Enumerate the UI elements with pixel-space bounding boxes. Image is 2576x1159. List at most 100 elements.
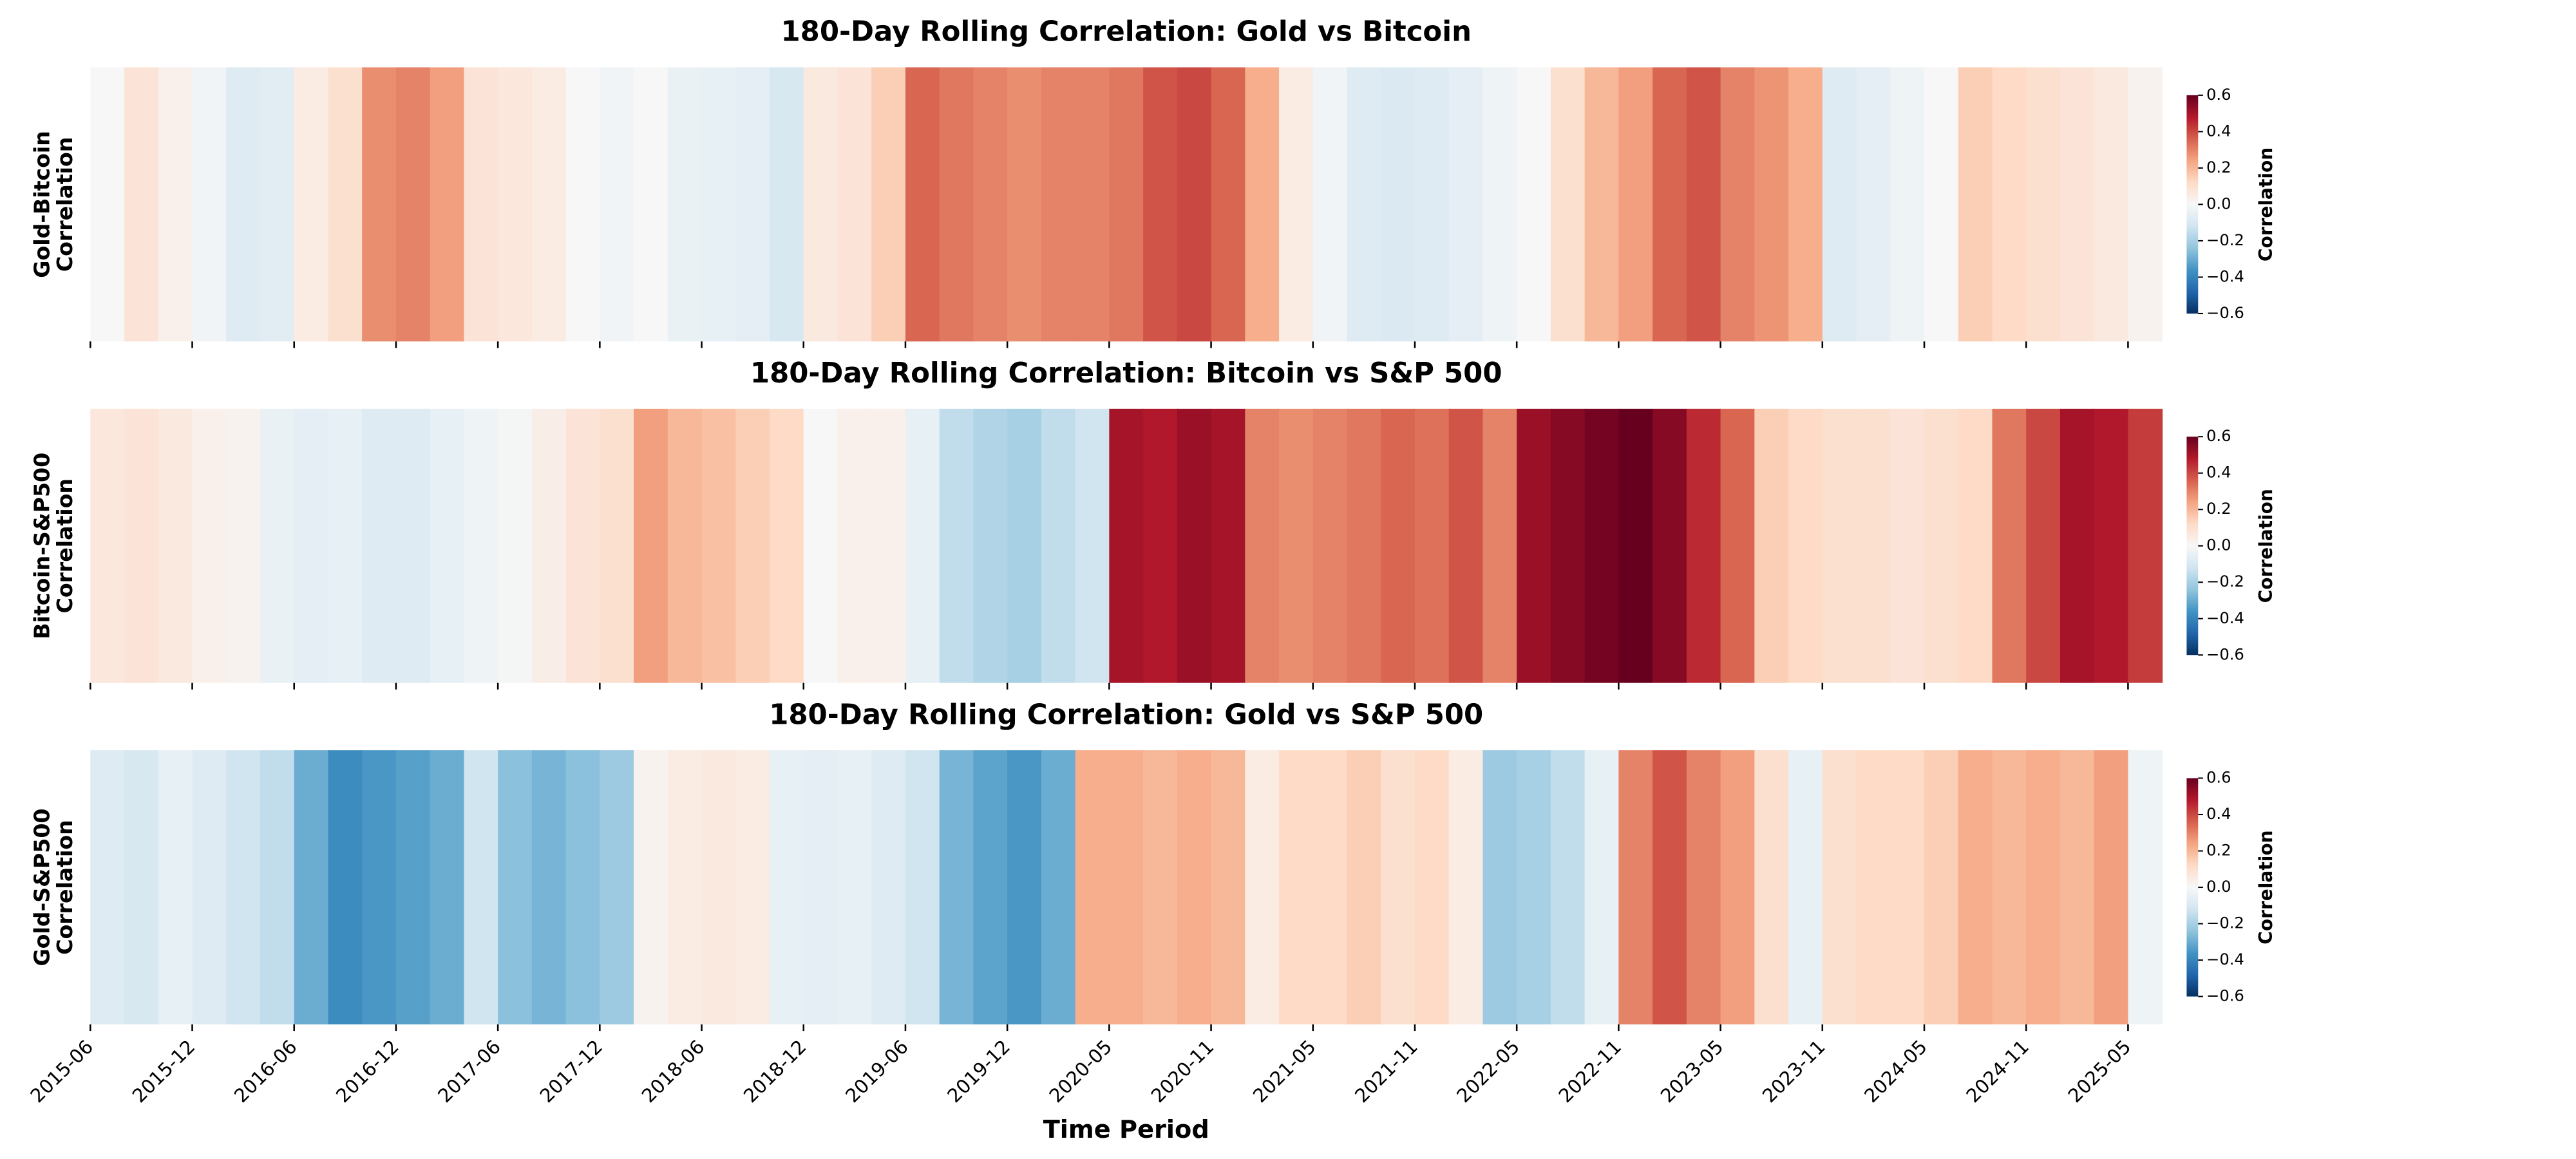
colorbar-tick-label: 0.6 — [2206, 427, 2231, 445]
heatmap-cell — [294, 750, 329, 1024]
colorbar-tick-label: 0.4 — [2206, 464, 2231, 482]
heatmap-cell — [905, 67, 940, 342]
heatmap-cell — [1347, 408, 1382, 683]
heatmap-cell — [1856, 67, 1891, 342]
heatmap-cell — [158, 408, 193, 683]
heatmap-cell — [294, 408, 329, 683]
x-tick-label: 2022-05 — [1452, 1035, 1524, 1107]
heatmap-cell — [871, 750, 906, 1024]
heatmap-cell — [803, 67, 838, 342]
heatmap-cell — [2026, 750, 2061, 1024]
heatmap-cell — [395, 408, 431, 683]
heatmap-cell — [1890, 408, 1926, 683]
colorbar-label: Correlation — [2255, 489, 2277, 603]
heatmap-cell — [735, 408, 771, 683]
heatmap-cell — [1924, 750, 1959, 1024]
heatmap-cell — [90, 408, 126, 683]
heatmap-cell — [260, 408, 295, 683]
heatmap-cell — [1754, 408, 1790, 683]
colorbar-tick-label: −0.2 — [2206, 231, 2244, 249]
y-axis-label: Correlation — [52, 137, 77, 272]
heatmap-cell — [2094, 67, 2129, 342]
heatmap-cell — [395, 750, 431, 1024]
heatmap-cell — [770, 750, 804, 1024]
heatmap-cell — [565, 408, 601, 683]
colorbar-tick-label: −0.6 — [2206, 304, 2244, 322]
colorbar-tick-label: 0.4 — [2206, 122, 2231, 140]
heatmap-cell — [430, 408, 465, 683]
heatmap-cell — [600, 67, 635, 342]
x-tick-label: 2025-05 — [2064, 1035, 2136, 1107]
heatmap-cell — [770, 408, 804, 683]
x-tick-label: 2019-06 — [841, 1035, 913, 1107]
heatmap-cell — [1109, 750, 1144, 1024]
heatmap-cell — [1856, 750, 1891, 1024]
heatmap-cell — [701, 408, 737, 683]
colorbar-label: Correlation — [2255, 147, 2277, 261]
heatmap-cell — [939, 750, 974, 1024]
colorbar — [2186, 95, 2199, 314]
heatmap-cell — [1279, 408, 1314, 683]
y-axis-label: Gold-Bitcoin — [30, 131, 55, 278]
heatmap-cell — [192, 750, 227, 1024]
heatmap-cell — [1653, 67, 1687, 342]
colorbar — [2186, 437, 2199, 655]
heatmap-cell — [2060, 67, 2095, 342]
heatmap-cell — [1482, 750, 1518, 1024]
x-tick-label: 2023-11 — [1758, 1035, 1830, 1107]
heatmap-cell — [1007, 750, 1042, 1024]
y-axis-label: Bitcoin-S&P500 — [30, 453, 55, 639]
heatmap-cell — [1822, 750, 1857, 1024]
heatmap-cell — [1211, 67, 1246, 342]
heatmap-cell — [1686, 408, 1721, 683]
heatmap-cell — [1686, 67, 1721, 342]
heatmap-cell — [1517, 408, 1551, 683]
heatmap-cell — [1245, 408, 1280, 683]
heatmap-cell — [1822, 67, 1857, 342]
heatmap-cell — [498, 408, 533, 683]
colorbar-tick-label: 0.0 — [2206, 536, 2231, 554]
heatmap-cell — [362, 750, 397, 1024]
heatmap-cell — [1448, 67, 1484, 342]
heatmap-cell — [1958, 750, 1993, 1024]
heatmap-cell — [192, 408, 227, 683]
heatmap-cell — [1482, 67, 1518, 342]
heatmap-cell — [1414, 750, 1450, 1024]
x-tick-label: 2018-12 — [739, 1035, 811, 1107]
x-tick-label: 2018-06 — [638, 1035, 709, 1107]
heatmap-cell — [565, 750, 601, 1024]
heatmap-cell — [464, 750, 499, 1024]
heatmap-cell — [1653, 750, 1687, 1024]
heatmap-cell — [1211, 750, 1246, 1024]
heatmap-cell — [837, 408, 873, 683]
colorbar-label: Correlation — [2255, 830, 2277, 944]
x-tick-label: 2015-12 — [128, 1035, 200, 1107]
x-tick-label: 2023-05 — [1656, 1035, 1728, 1107]
heatmap-cell — [1041, 67, 1076, 342]
heatmap-cell — [1958, 408, 1993, 683]
heatmap-cell — [1041, 750, 1076, 1024]
colorbar-tick-label: −0.4 — [2206, 267, 2244, 285]
heatmap-cell — [1482, 408, 1518, 683]
heatmap-cell — [328, 408, 363, 683]
heatmap-cell — [328, 67, 363, 342]
y-axis-label: Gold-S&P500 — [30, 809, 55, 966]
heatmap-cell — [1958, 67, 1993, 342]
heatmap-cell — [1347, 750, 1382, 1024]
heatmap-cell — [260, 750, 295, 1024]
heatmap-cell — [1618, 750, 1654, 1024]
colorbar-tick-label: −0.4 — [2206, 950, 2244, 968]
heatmap-cell — [158, 750, 193, 1024]
heatmap-cell — [905, 408, 940, 683]
heatmap-cell — [600, 408, 635, 683]
heatmap-cell — [735, 750, 771, 1024]
heatmap-cell — [1414, 67, 1450, 342]
heatmap-cell — [1924, 67, 1959, 342]
heatmap-cell — [735, 67, 771, 342]
heatmap-cell — [1856, 408, 1891, 683]
heatmap-cell — [939, 408, 974, 683]
colorbar-tick-label: 0.0 — [2206, 878, 2231, 896]
heatmap-cell — [871, 67, 906, 342]
heatmap-cell — [226, 67, 261, 342]
